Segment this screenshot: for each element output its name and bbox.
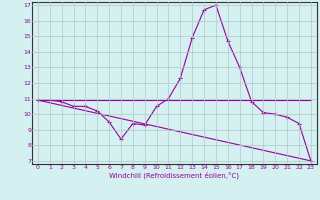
X-axis label: Windchill (Refroidissement éolien,°C): Windchill (Refroidissement éolien,°C)	[109, 171, 239, 179]
